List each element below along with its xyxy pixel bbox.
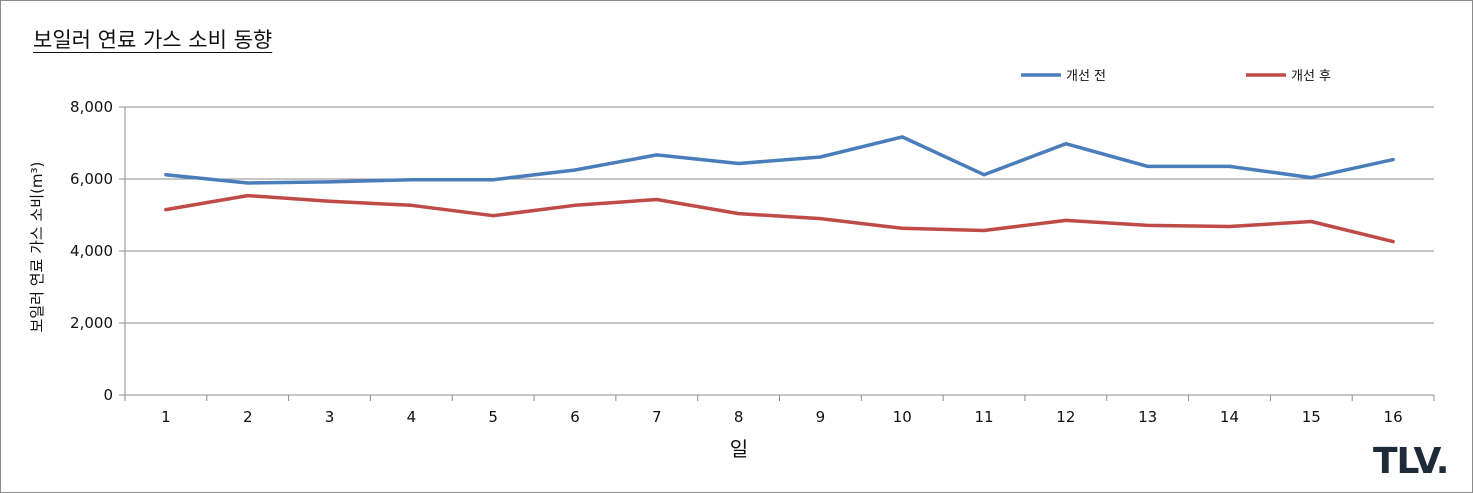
legend: 개선 전 개선 후 [1021, 69, 1331, 84]
x-tick-label: 15 [1302, 408, 1321, 426]
data-point [327, 180, 332, 184]
data-point [1064, 142, 1068, 146]
x-tick-label: 1 [161, 408, 171, 426]
x-tick-label: 4 [407, 408, 417, 426]
x-tick-label: 5 [488, 408, 498, 426]
y-tick-label: 8,000 [70, 98, 113, 116]
data-point [327, 199, 332, 203]
y-axis-title: 보일러 연료 가스 소비(m³) [28, 162, 46, 333]
data-point [1309, 175, 1313, 180]
x-tick-label: 12 [1056, 408, 1075, 426]
data-point [491, 178, 495, 182]
data-point [246, 193, 250, 198]
data-point [246, 181, 250, 185]
data-point [164, 173, 168, 177]
y-tick-label: 4,000 [70, 242, 113, 260]
data-point [900, 226, 904, 230]
x-tick-label: 8 [734, 408, 744, 426]
data-point [736, 211, 741, 216]
x-tick-label: 14 [1220, 408, 1239, 426]
legend-label: 개선 전 [1066, 69, 1106, 84]
data-point [1391, 157, 1395, 162]
data-point [573, 168, 577, 172]
data-point [573, 203, 577, 207]
data-point [1146, 223, 1150, 228]
x-tick-label: 2 [243, 408, 253, 426]
data-point [164, 208, 168, 212]
chart-title: 보일러 연료 가스 소비 동향 [33, 28, 273, 52]
data-point [1064, 218, 1068, 222]
x-tick-label: 6 [570, 408, 580, 426]
y-tick-label: 0 [103, 386, 113, 404]
data-point [982, 173, 986, 177]
data-point [655, 197, 659, 202]
data-point [982, 228, 986, 233]
x-tick-label: 3 [325, 408, 335, 426]
series-line-1 [164, 135, 1395, 185]
x-tick-labels: 1 2 3 4 5 6 7 8 9 10 11 12 13 14 15 16 [161, 408, 1403, 426]
series-lines [164, 135, 1395, 244]
data-point [1227, 164, 1232, 168]
x-tick-label: 16 [1384, 408, 1403, 426]
x-axis-title: 일 [730, 437, 748, 461]
series-line-2 [164, 193, 1395, 244]
y-tick-label: 6,000 [70, 170, 113, 188]
x-tick-label: 10 [893, 408, 912, 426]
data-point [409, 203, 413, 207]
x-tick-label: 13 [1138, 408, 1157, 426]
x-tick-label: 9 [816, 408, 826, 426]
tlv-logo: TLV. [1373, 441, 1449, 482]
data-point [818, 155, 823, 159]
gridlines [125, 106, 1434, 324]
data-point [1391, 240, 1395, 244]
data-point [409, 178, 413, 182]
y-tick-label: 2,000 [70, 314, 113, 332]
data-point [900, 135, 904, 139]
legend-label: 개선 후 [1291, 69, 1331, 84]
data-point [736, 161, 741, 166]
data-point [491, 214, 495, 218]
data-point [1309, 219, 1313, 224]
x-tick-label: 11 [974, 408, 993, 426]
data-point [1146, 164, 1150, 168]
data-point [1227, 224, 1232, 229]
x-tick-label: 7 [652, 408, 662, 426]
axes [119, 106, 1435, 401]
data-point [655, 153, 659, 157]
y-tick-labels: 0 2,000 4,000 6,000 8,000 [70, 98, 113, 404]
data-point [818, 217, 823, 221]
